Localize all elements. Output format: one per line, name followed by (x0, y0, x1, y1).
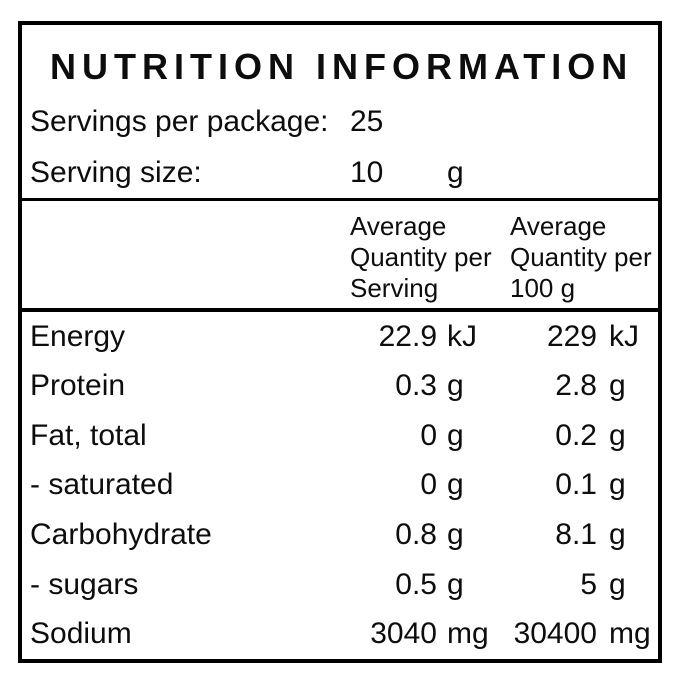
serving-size-unit: g (447, 155, 464, 189)
table-row-energy: Energy 22.9 kJ 229 kJ (22, 312, 658, 362)
servings-per-package-row: Servings per package: 25 (22, 97, 658, 147)
column-header-per-100g: Average Quantity per 100 g (505, 211, 658, 304)
per-100g-unit: kJ (609, 319, 639, 353)
table-row-sugars: - sugars 0.5 g 5 g (22, 560, 658, 610)
panel-title-block: NUTRITION INFORMATION (22, 25, 658, 97)
nutrient-name: Energy (30, 319, 126, 353)
table-row-saturated-fat: - saturated 0 g 0.1 g (22, 461, 658, 511)
per-serving-quantity: 0.3 (395, 369, 437, 403)
serving-size-label: Serving size: (30, 155, 202, 189)
nutrition-panel: NUTRITION INFORMATION Servings per packa… (18, 21, 662, 663)
per-100g-unit: g (609, 518, 626, 552)
per-serving-quantity: 0.5 (395, 567, 437, 601)
per-100g-quantity: 0.2 (555, 418, 597, 452)
separator-header (22, 308, 658, 312)
per-serving-unit: g (447, 418, 464, 452)
servings-per-package-value: 25 (350, 105, 384, 138)
serving-size-value: 10 (350, 155, 384, 189)
per-100g-unit: g (609, 418, 626, 452)
table-row-sodium: Sodium 3040 mg 30400 mg (22, 609, 658, 659)
column-header-per-serving: Average Quantity per Serving (350, 211, 505, 304)
nutrient-name: Protein (30, 369, 126, 403)
per-serving-quantity: 0 (420, 468, 437, 502)
per-serving-quantity: 0.8 (395, 518, 437, 552)
nutrient-name: - sugars (30, 567, 139, 601)
separator-top (22, 198, 658, 201)
table-row-fat-total: Fat, total 0 g 0.2 g (22, 411, 658, 461)
per-100g-quantity: 30400 (513, 617, 597, 651)
panel-title: NUTRITION INFORMATION (50, 46, 634, 87)
per-serving-header-line2: Quantity per (350, 242, 492, 272)
per-100g-quantity: 5 (580, 567, 597, 601)
per-100g-unit: g (609, 369, 626, 403)
per-serving-unit: g (447, 567, 464, 601)
per-100g-quantity: 2.8 (555, 369, 597, 403)
nutrient-name: Fat, total (30, 418, 147, 452)
nutrient-name: - saturated (30, 468, 174, 502)
nutrient-table: Energy 22.9 kJ 229 kJ Protein 0.3 g 2.8 … (22, 312, 658, 659)
nutrient-name: Sodium (30, 617, 132, 651)
per-serving-unit: kJ (447, 319, 477, 353)
per-100g-quantity: 229 (546, 319, 597, 353)
nutrient-name: Carbohydrate (30, 518, 212, 552)
per-100g-header-line2: Quantity per (510, 242, 652, 272)
per-100g-header-line1: Average (510, 211, 607, 241)
per-serving-quantity: 22.9 (378, 319, 437, 353)
per-100g-quantity: 8.1 (555, 518, 597, 552)
per-100g-unit: g (609, 567, 626, 601)
table-row-carbohydrate: Carbohydrate 0.8 g 8.1 g (22, 510, 658, 560)
serving-size-row: Serving size: 10 g (22, 147, 658, 198)
per-100g-unit: g (609, 468, 626, 502)
per-serving-unit: g (447, 518, 464, 552)
table-row-protein: Protein 0.3 g 2.8 g (22, 362, 658, 412)
column-headers-row: Average Quantity per Serving Average Qua… (22, 201, 658, 308)
per-serving-header-line3: Serving (350, 273, 439, 303)
per-serving-quantity: 0 (420, 418, 437, 452)
per-100g-unit: mg (609, 617, 651, 651)
servings-per-package-label: Servings per package: (30, 105, 329, 138)
per-100g-header-line3: 100 g (510, 273, 576, 303)
per-100g-quantity: 0.1 (555, 468, 597, 502)
per-serving-unit: mg (447, 617, 489, 651)
per-serving-unit: g (447, 369, 464, 403)
per-serving-header-line1: Average (350, 211, 447, 241)
per-serving-unit: g (447, 468, 464, 502)
per-serving-quantity: 3040 (370, 617, 437, 651)
